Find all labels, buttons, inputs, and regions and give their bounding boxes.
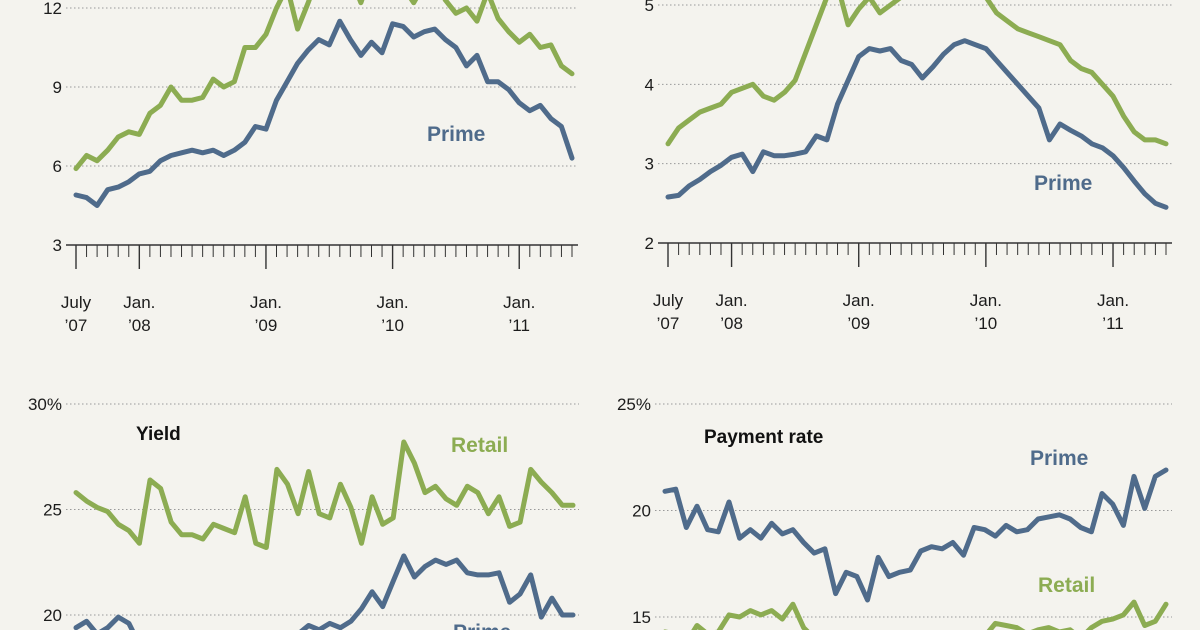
x-tick-label: ’10: [381, 316, 404, 335]
y-tick-label: 4: [645, 75, 654, 94]
x-tick-label: ’09: [255, 316, 278, 335]
x-tick-label: ’08: [128, 316, 151, 335]
y-tick-label: 6: [53, 157, 62, 176]
y-tick-label: 12: [43, 0, 62, 18]
x-tick-label: ’11: [509, 316, 530, 335]
x-tick-label: July: [61, 293, 92, 312]
series-line-green: [665, 0, 1169, 147]
x-tick-label: ’07: [65, 316, 88, 335]
series-line-retail: [663, 599, 1169, 630]
y-tick-label: 25: [43, 501, 62, 520]
series-line-prime: [73, 18, 575, 208]
x-tick-label: ’08: [720, 314, 743, 333]
chart-panel-4: 25% 20 15 Prime Retail Payment rate: [617, 395, 1172, 630]
series-label-retail: Retail: [1038, 574, 1095, 597]
x-tick-label: ’10: [975, 314, 998, 333]
x-tick-label: ’11: [1102, 314, 1123, 333]
x-tick-label: Jan.: [716, 291, 748, 310]
x-tick-label: Jan.: [970, 291, 1002, 310]
x-tick-label: July: [653, 291, 684, 310]
y-tick-label: 15: [632, 608, 651, 627]
y-tick-label: 25%: [617, 395, 651, 414]
x-tick-label: Jan.: [1097, 291, 1129, 310]
series-label-prime: Prime: [453, 621, 511, 630]
x-tick-label: Jan.: [250, 293, 282, 312]
x-tick-label: ’07: [657, 314, 680, 333]
series-label-prime: Prime: [1034, 172, 1092, 195]
chart-panel-3: 30% 25 20 Retail Prime Yield: [28, 395, 579, 630]
y-tick-label: 3: [645, 155, 654, 174]
series-line-prime: [665, 38, 1169, 210]
y-tick-label: 20: [632, 502, 651, 521]
panel-title: Payment rate: [704, 427, 823, 448]
y-tick-label: 3: [53, 236, 62, 255]
y-tick-label: 9: [53, 78, 62, 97]
y-tick-label: 5: [645, 0, 654, 15]
series-label-prime: Prime: [1030, 447, 1088, 470]
y-tick-label: 30%: [28, 395, 62, 414]
series-label-retail: Retail: [451, 434, 508, 457]
x-tick-label: Jan.: [503, 293, 535, 312]
x-tick-label: Jan.: [377, 293, 409, 312]
series-label-prime: Prime: [427, 123, 485, 146]
x-tick-label: ’09: [847, 314, 870, 333]
x-tick-label: Jan.: [123, 293, 155, 312]
series-line-retail: [73, 439, 576, 550]
y-tick-label: 2: [645, 234, 654, 253]
series-line-prime: [662, 467, 1169, 603]
chart-panel-2: 2 3 4 5 July ’07 Jan. ’08 Jan. ’09 Jan. ’10 Jan. ’11 P…: [645, 0, 1172, 333]
y-tick-label: 20: [43, 606, 62, 625]
series-line-green: [73, 0, 575, 172]
x-tick-label: Jan.: [843, 291, 875, 310]
panel-title: Yield: [136, 424, 181, 445]
series-line-prime: [73, 553, 576, 630]
chart-panel-1: 3 6 9 12 July ’07 Jan. ’08 Jan. ’09 Jan. ’10 Jan. ’11…: [43, 0, 578, 335]
